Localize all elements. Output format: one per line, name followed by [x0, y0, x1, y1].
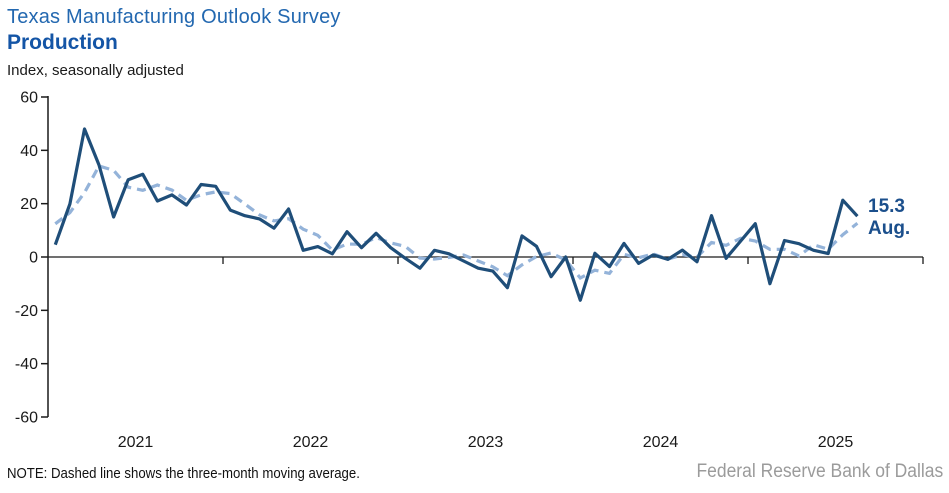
- latest-month: Aug.: [868, 218, 911, 239]
- y-axis-tick-label: 0: [29, 250, 38, 267]
- chart-subtitle: Production: [7, 31, 118, 54]
- y-axis-tick-label: 60: [20, 89, 38, 106]
- x-axis-year-label: 2023: [468, 434, 504, 451]
- x-axis-year-label: 2022: [293, 434, 329, 451]
- chart-title: Texas Manufacturing Outlook Survey: [7, 6, 341, 28]
- x-axis-year-label: 2024: [643, 434, 679, 451]
- production-line: [53, 127, 859, 302]
- y-axis-tick-label: 40: [20, 143, 38, 160]
- y-axis-tick-label: 20: [20, 196, 38, 213]
- y-axis-tick-label: -60: [15, 410, 38, 427]
- source-attribution: Federal Reserve Bank of Dallas: [696, 461, 943, 482]
- y-axis-tick-label: -20: [15, 303, 38, 320]
- latest-value: 15.3: [868, 196, 905, 217]
- latest-value-annotation: 15.3 Aug.: [868, 196, 910, 240]
- x-axis-year-label: 2025: [818, 434, 854, 451]
- x-axis-year-label: 2021: [118, 434, 154, 451]
- y-axis-tick-label: -40: [15, 356, 38, 373]
- y-axis-units-label: Index, seasonally adjusted: [7, 62, 184, 79]
- moving-average-line: [54, 164, 859, 281]
- footnote: NOTE: Dashed line shows the three-month …: [7, 465, 360, 482]
